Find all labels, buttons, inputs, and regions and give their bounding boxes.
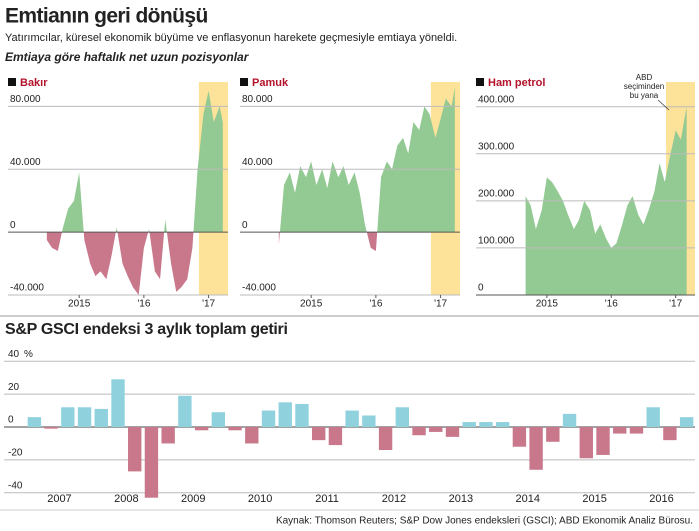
bar [245, 427, 259, 444]
bar [77, 407, 92, 427]
x-tick-label: 2011 [315, 493, 339, 505]
y-tick-label: -40.000 [242, 283, 276, 294]
bar [278, 402, 292, 427]
y-tick-label: 40.000 [242, 157, 273, 168]
bar [345, 410, 359, 427]
bar [161, 427, 175, 444]
area [278, 87, 455, 251]
y-tick-label: 0 [10, 220, 16, 231]
annotation: bu yana [630, 91, 659, 100]
section-title: Emtiaya göre haftalık net uzun pozisyonl… [5, 50, 250, 64]
y-tick-label: 0 [242, 220, 248, 231]
source: Kaynak: Thomson Reuters; S&P Dow Jones e… [276, 516, 693, 527]
bar [194, 427, 209, 431]
x-tick-label: 2015 [582, 493, 606, 505]
y-tick-label: 80.000 [10, 94, 41, 105]
bar [613, 427, 627, 434]
y-tick-label: 40 [8, 349, 20, 360]
annotation: ABD [636, 73, 653, 82]
x-tick-label: '17 [669, 299, 682, 310]
bar [679, 417, 694, 427]
bar [646, 407, 660, 427]
x-tick-label: '17 [202, 299, 215, 310]
y-tick-label: 80.000 [242, 94, 273, 105]
x-tick-label: 2007 [47, 493, 71, 505]
x-tick-label: '16 [605, 299, 618, 310]
bar [579, 427, 593, 459]
bar [429, 427, 443, 432]
x-tick-label: 2015 [536, 299, 559, 310]
area [46, 90, 223, 295]
bar [596, 427, 610, 455]
x-tick-label: 2009 [181, 493, 205, 505]
bar [295, 403, 309, 427]
bar [529, 427, 543, 470]
annotation-leader [657, 99, 670, 111]
annotation: seçiminden [624, 82, 664, 91]
bar [663, 427, 677, 441]
legend-square [476, 78, 484, 86]
x-tick-label: '16 [369, 299, 382, 310]
bar [546, 427, 560, 442]
bar [495, 422, 510, 427]
bar [412, 427, 426, 436]
chart-title: S&P GSCI endeksi 3 aylık toplam getiri [5, 321, 288, 338]
bar [378, 427, 393, 451]
subtitle: Yatırımcılar, küresel ekonomik büyüme ve… [5, 32, 457, 44]
y-tick-label: 20 [8, 382, 20, 393]
y-tick-label: 300.000 [478, 141, 515, 152]
page-title: Emtianın geri dönüşü [5, 5, 208, 28]
bar [94, 408, 108, 427]
bar [395, 407, 410, 427]
bar [27, 417, 42, 427]
bar [211, 412, 226, 427]
bar [261, 410, 276, 427]
bar [629, 427, 644, 434]
bar [445, 427, 460, 437]
legend-square [8, 78, 16, 86]
bar [462, 422, 476, 427]
y-tick-label: -40.000 [10, 283, 44, 294]
y-tick-label: 200.000 [478, 188, 515, 199]
legend-square [240, 78, 248, 86]
y-tick-label: 400.000 [478, 94, 515, 105]
chart-title: Bakır [20, 77, 48, 89]
bar [512, 427, 527, 447]
x-tick-label: 2010 [248, 493, 272, 505]
x-tick-label: 2014 [516, 493, 540, 505]
y-tick-label: 40.000 [10, 157, 41, 168]
bar [562, 413, 577, 427]
bar [328, 427, 343, 446]
x-tick-label: 2016 [649, 493, 673, 505]
x-tick-label: 2012 [382, 493, 406, 505]
bar [61, 407, 75, 427]
x-tick-label: 2015 [300, 299, 323, 310]
x-tick-label: '16 [137, 299, 150, 310]
x-tick-label: '17 [434, 299, 447, 310]
y-tick-label: -20 [8, 448, 23, 459]
y-unit: % [24, 349, 33, 360]
y-tick-label: 0 [8, 415, 14, 426]
x-tick-label: 2015 [68, 299, 91, 310]
chart-title: Ham petrol [488, 77, 545, 89]
bar [111, 379, 125, 427]
y-tick-label: 100.000 [478, 236, 515, 247]
bar [128, 427, 142, 472]
x-tick-label: 2008 [114, 493, 138, 505]
bar [44, 427, 58, 429]
bar [178, 395, 192, 427]
bar [311, 427, 326, 441]
y-tick-label: -40 [8, 480, 23, 491]
chart-title: Pamuk [252, 77, 289, 89]
bar [362, 415, 376, 427]
bar [228, 427, 242, 431]
bar [479, 422, 493, 427]
bar [144, 427, 159, 498]
x-tick-label: 2013 [449, 493, 473, 505]
y-tick-label: 0 [478, 283, 484, 294]
